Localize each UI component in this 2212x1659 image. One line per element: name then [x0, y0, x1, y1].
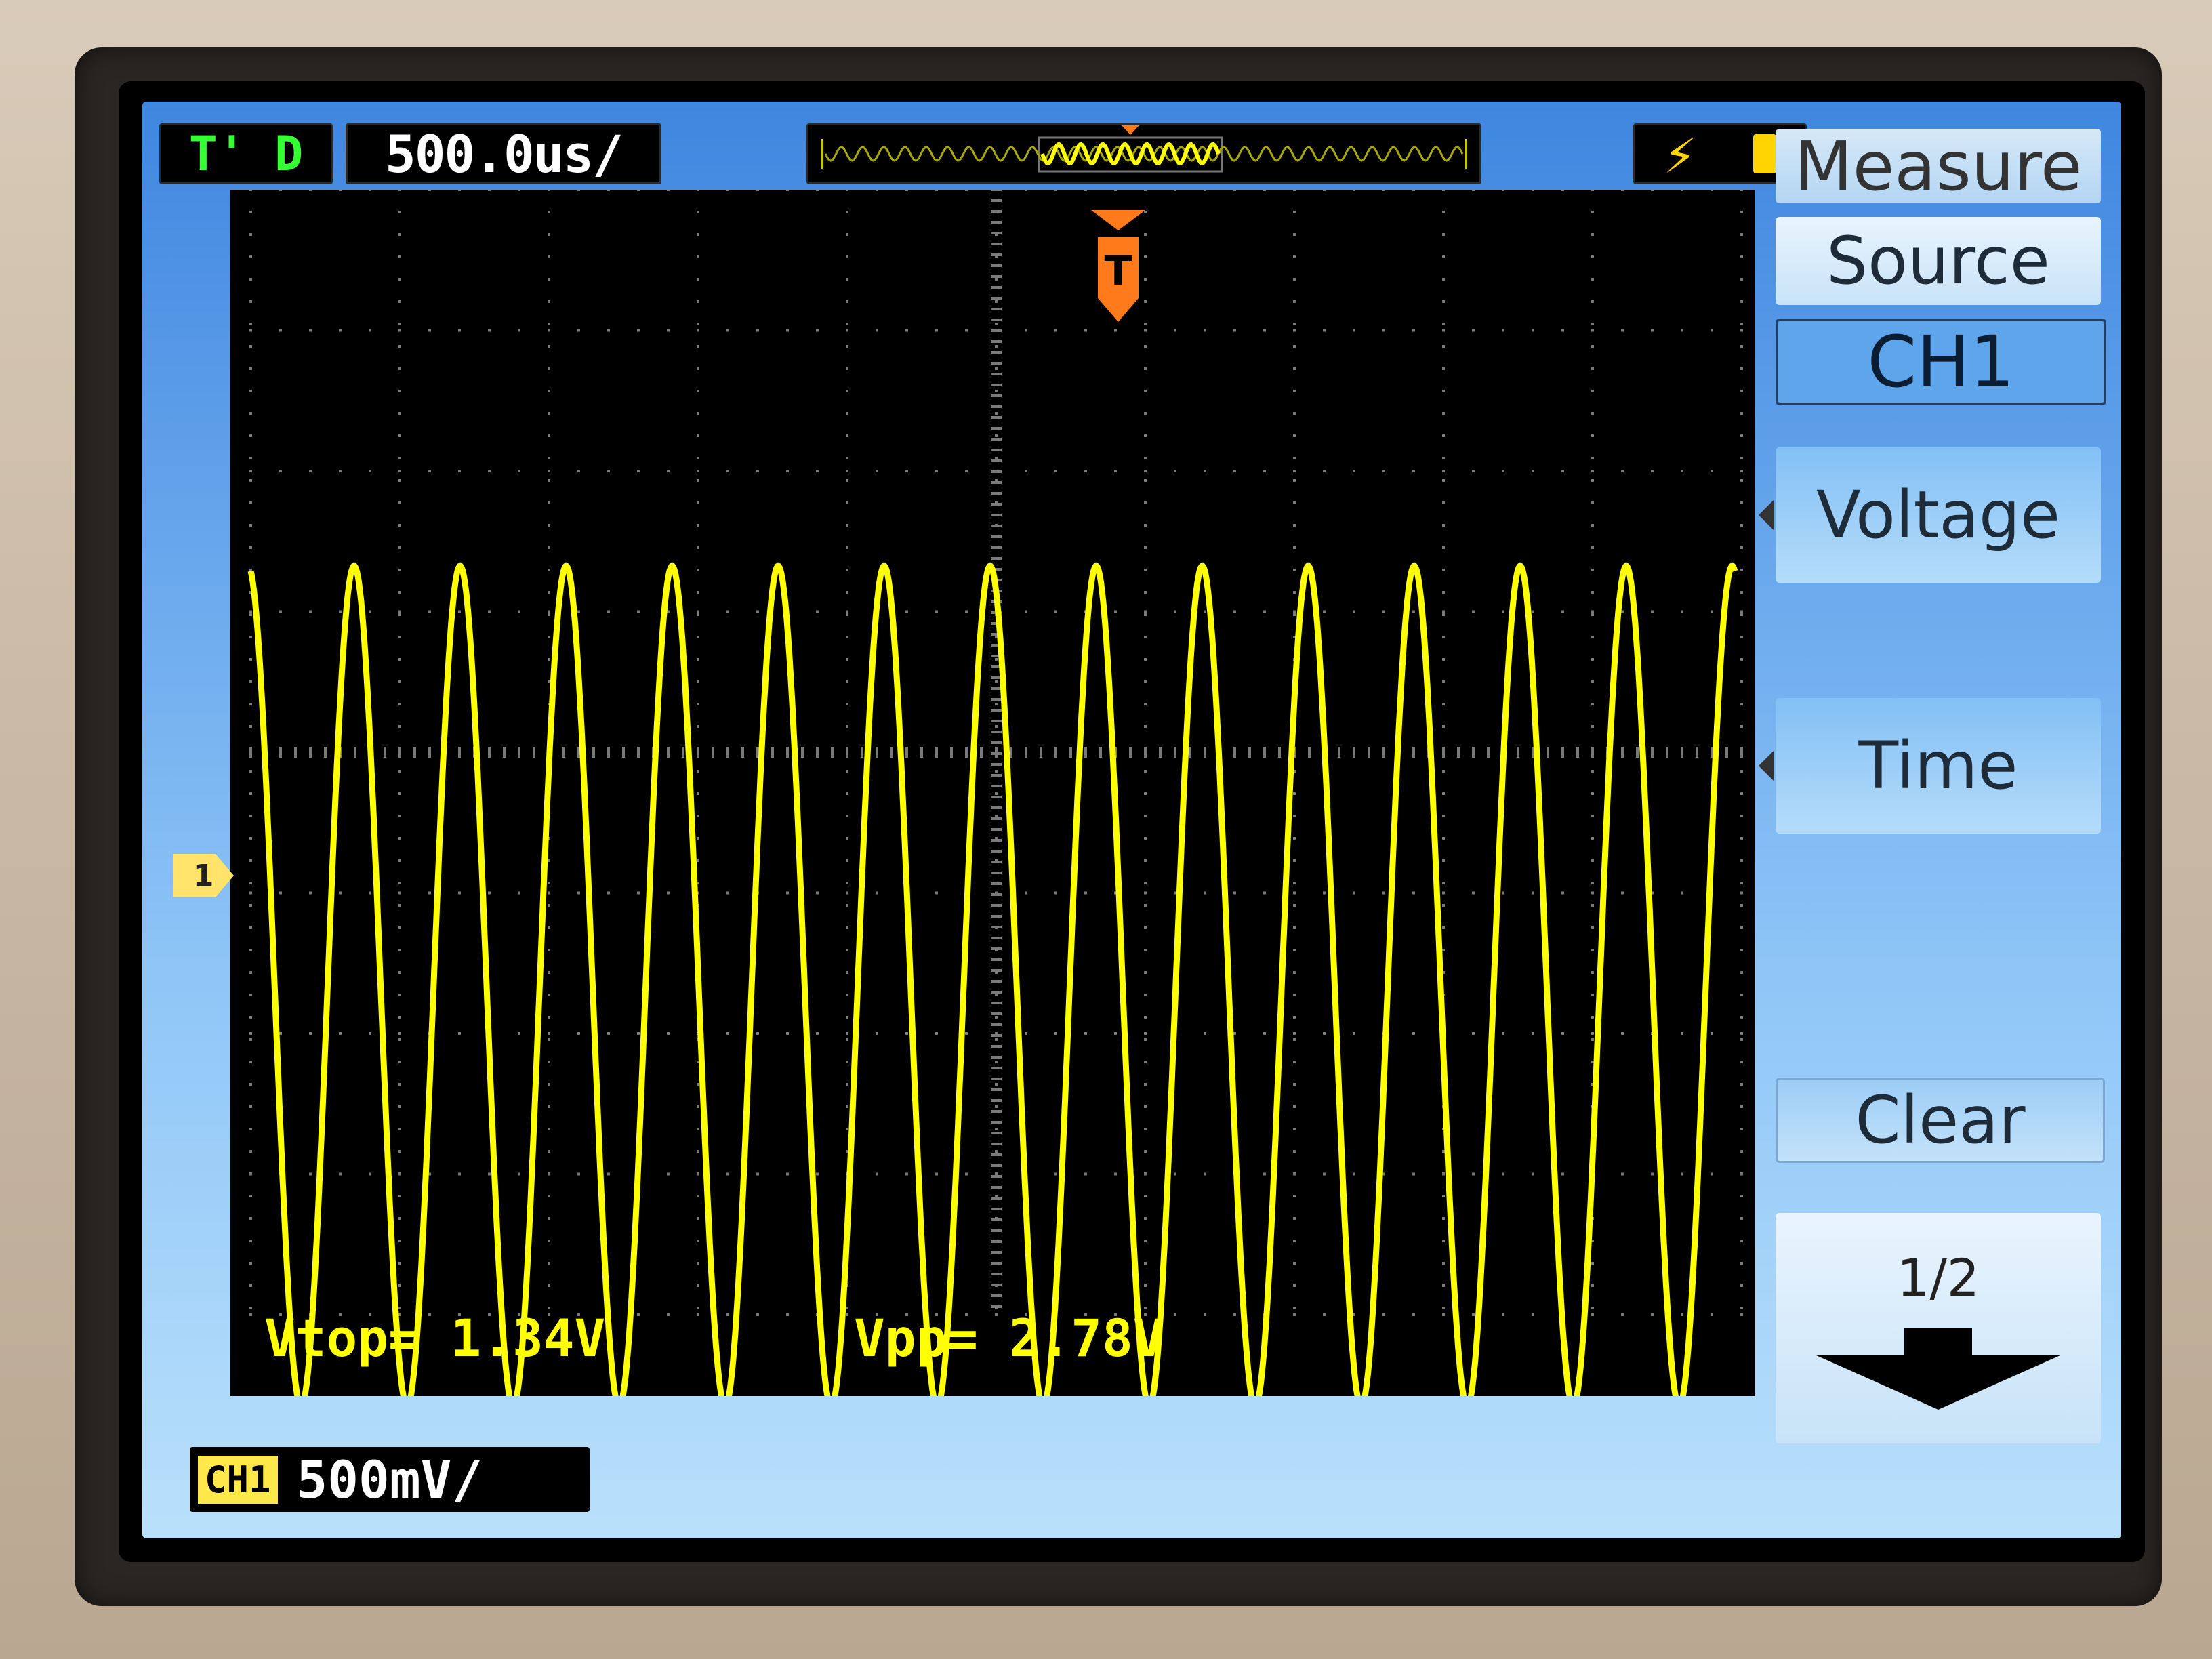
arrow-down-icon [1816, 1328, 2060, 1410]
measurement-vtop: Vtop= 1.34V [264, 1308, 605, 1368]
softkey-time-label: Time [1859, 728, 2018, 804]
scope-screen: T' D 500.0us/ ⚡︎ [119, 81, 2145, 1562]
waveform-display[interactable]: T Vtop= 1.34V Vpp= 2.78V [230, 190, 1755, 1396]
memory-overview-bar [806, 123, 1481, 184]
softkey-clear[interactable]: Clear [1776, 1078, 2105, 1163]
memory-overview-waveform [808, 125, 1479, 182]
softkey-next-page[interactable]: 1/2 [1776, 1213, 2101, 1443]
channel-1-ground-marker[interactable]: 1 [173, 854, 234, 897]
softkey-source-label: Source [1776, 217, 2101, 305]
timebase-readout: 500.0us/ [346, 123, 661, 184]
softkey-time[interactable]: Time [1776, 698, 2101, 834]
softkey-source-value[interactable]: CH1 [1776, 319, 2106, 405]
submenu-arrow-icon [1759, 751, 1774, 781]
menu-page-indicator: 1/2 [1897, 1248, 1980, 1308]
svg-text:T: T [1105, 247, 1132, 295]
channel-status-bar: CH1 500mV/ [190, 1447, 590, 1512]
submenu-arrow-icon [1759, 500, 1774, 530]
softkey-voltage-label: Voltage [1816, 477, 2060, 553]
ui-frame: T' D 500.0us/ ⚡︎ [142, 102, 2121, 1538]
softkey-voltage[interactable]: Voltage [1776, 447, 2101, 583]
trigger-edge-icon: ⚡︎ [1664, 123, 1696, 186]
softkey-menu: Measure Source CH1 Voltage Time Clear 1/… [1769, 129, 2108, 1525]
channel-scale: 500mV/ [297, 1450, 483, 1510]
measurement-vpp: Vpp= 2.78V [854, 1308, 1164, 1368]
menu-title: Measure [1776, 129, 2101, 203]
waveform-graticule [230, 190, 1755, 1396]
run-state-indicator: T' D [159, 123, 333, 184]
channel-label: CH1 [198, 1456, 278, 1504]
trigger-position-marker[interactable]: T [1091, 210, 1145, 325]
